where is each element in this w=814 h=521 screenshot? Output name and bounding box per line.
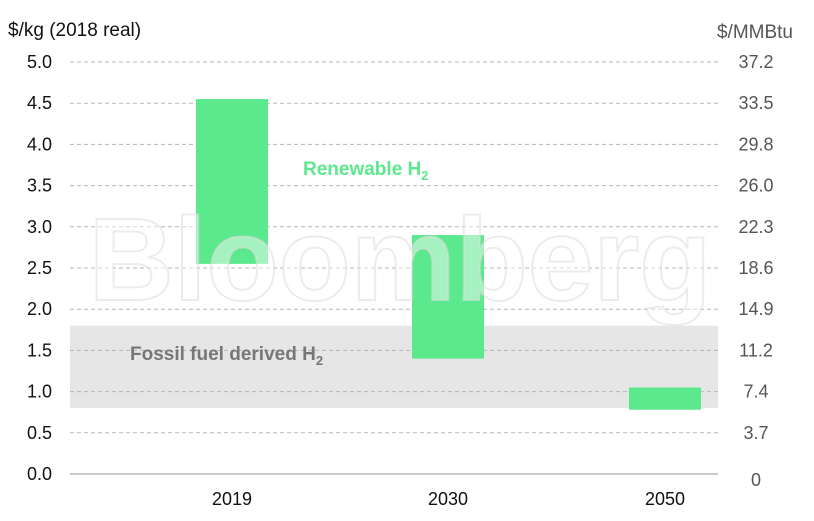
y-left-tick-label: 3.5 — [27, 176, 52, 196]
label-layer: $/kg (2018 real) $/MMBtu Renewable H2 Fo… — [8, 20, 793, 368]
y-left-tick-label: 4.0 — [27, 134, 52, 154]
y-left-tick-label: 1.5 — [27, 340, 52, 360]
x-tick-label: 2050 — [645, 489, 685, 509]
y-left-tick-label: 0.0 — [27, 464, 52, 484]
watermark: Bloomberg — [89, 194, 712, 326]
y-right-tick-label: 0 — [751, 470, 761, 490]
fossil-h2-text: Fossil fuel derived H — [130, 344, 316, 365]
y-right-tick-label: 14.9 — [738, 299, 773, 319]
fossil-h2-subscript: 2 — [316, 353, 323, 368]
tick-layer: 0.0 0 0.5 3.7 1.0 7.4 1.5 11.2 2.0 14.9 2.5 18.6 3.0… — [27, 52, 774, 509]
renewable-bar-2050 — [629, 387, 701, 410]
y-right-tick-label: 11.2 — [739, 340, 773, 360]
x-tick-label: 2030 — [428, 489, 468, 509]
y-right-unit-label: $/MMBtu — [717, 22, 793, 43]
y-left-tick-label: 0.5 — [27, 423, 52, 443]
renewable-h2-text: Renewable H — [303, 159, 421, 180]
bar-layer — [196, 99, 701, 410]
y-right-tick-label: 7.4 — [743, 382, 768, 402]
renewable-bar-2019 — [196, 99, 268, 264]
fossil-h2-label: Fossil fuel derived H2 — [130, 344, 323, 368]
grid-layer — [70, 61, 718, 475]
renewable-h2-label: Renewable H2 — [303, 159, 429, 183]
y-right-tick-label: 29.8 — [738, 134, 773, 154]
y-left-tick-label: 5.0 — [27, 52, 52, 72]
y-left-unit-label: $/kg (2018 real) — [8, 20, 141, 41]
y-right-tick-label: 33.5 — [738, 93, 773, 113]
x-tick-label: 2019 — [212, 489, 252, 509]
y-right-tick-label: 18.6 — [738, 258, 773, 278]
y-right-tick-label: 3.7 — [743, 423, 768, 443]
y-right-tick-label: 37.2 — [738, 52, 773, 72]
y-left-tick-label: 4.5 — [27, 93, 52, 113]
y-left-tick-label: 3.0 — [27, 217, 52, 237]
fossil-band — [70, 325, 718, 409]
renewable-bar-2030 — [412, 235, 484, 359]
y-right-tick-label: 26.0 — [738, 176, 773, 196]
watermark-layer: Bloomberg — [88, 193, 713, 327]
y-left-tick-label: 1.0 — [27, 382, 52, 402]
y-left-tick-label: 2.0 — [27, 299, 52, 319]
y-left-tick-label: 2.5 — [27, 258, 52, 278]
fossil-band-layer — [70, 325, 718, 409]
y-right-tick-label: 22.3 — [738, 217, 773, 237]
renewable-h2-subscript: 2 — [421, 168, 428, 183]
